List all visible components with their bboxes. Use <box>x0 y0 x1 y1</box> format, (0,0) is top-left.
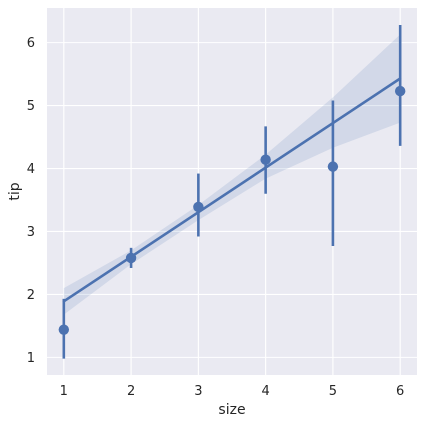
data-point <box>193 201 204 213</box>
data-point <box>260 154 271 165</box>
x-tick-label: 5 <box>329 384 337 399</box>
y-axis-ticks: 1 2 3 4 5 6 <box>27 36 35 366</box>
regression-line <box>62 77 402 303</box>
x-tick-label: 1 <box>60 384 68 399</box>
data-point <box>58 324 70 335</box>
x-axis-label: size <box>218 402 245 418</box>
data-point <box>394 85 406 97</box>
y-tick-label: 2 <box>27 288 35 303</box>
plot-background <box>47 8 417 375</box>
data-point <box>327 161 339 172</box>
y-tick-label: 5 <box>27 99 35 114</box>
x-tick-label: 6 <box>396 384 404 399</box>
error-bars <box>62 24 402 359</box>
y-axis-label: tip <box>7 182 23 200</box>
x-tick-label: 2 <box>127 384 135 399</box>
x-tick-label: 4 <box>261 384 269 399</box>
y-tick-label: 4 <box>27 162 35 177</box>
y-tick-label: 1 <box>27 351 35 366</box>
y-tick-label: 6 <box>27 36 35 51</box>
data-point <box>125 252 137 264</box>
x-axis-ticks: 1 2 3 4 5 6 <box>60 384 405 399</box>
x-tick-label: 3 <box>194 384 202 399</box>
data-points <box>58 85 406 335</box>
y-tick-label: 3 <box>27 225 35 240</box>
